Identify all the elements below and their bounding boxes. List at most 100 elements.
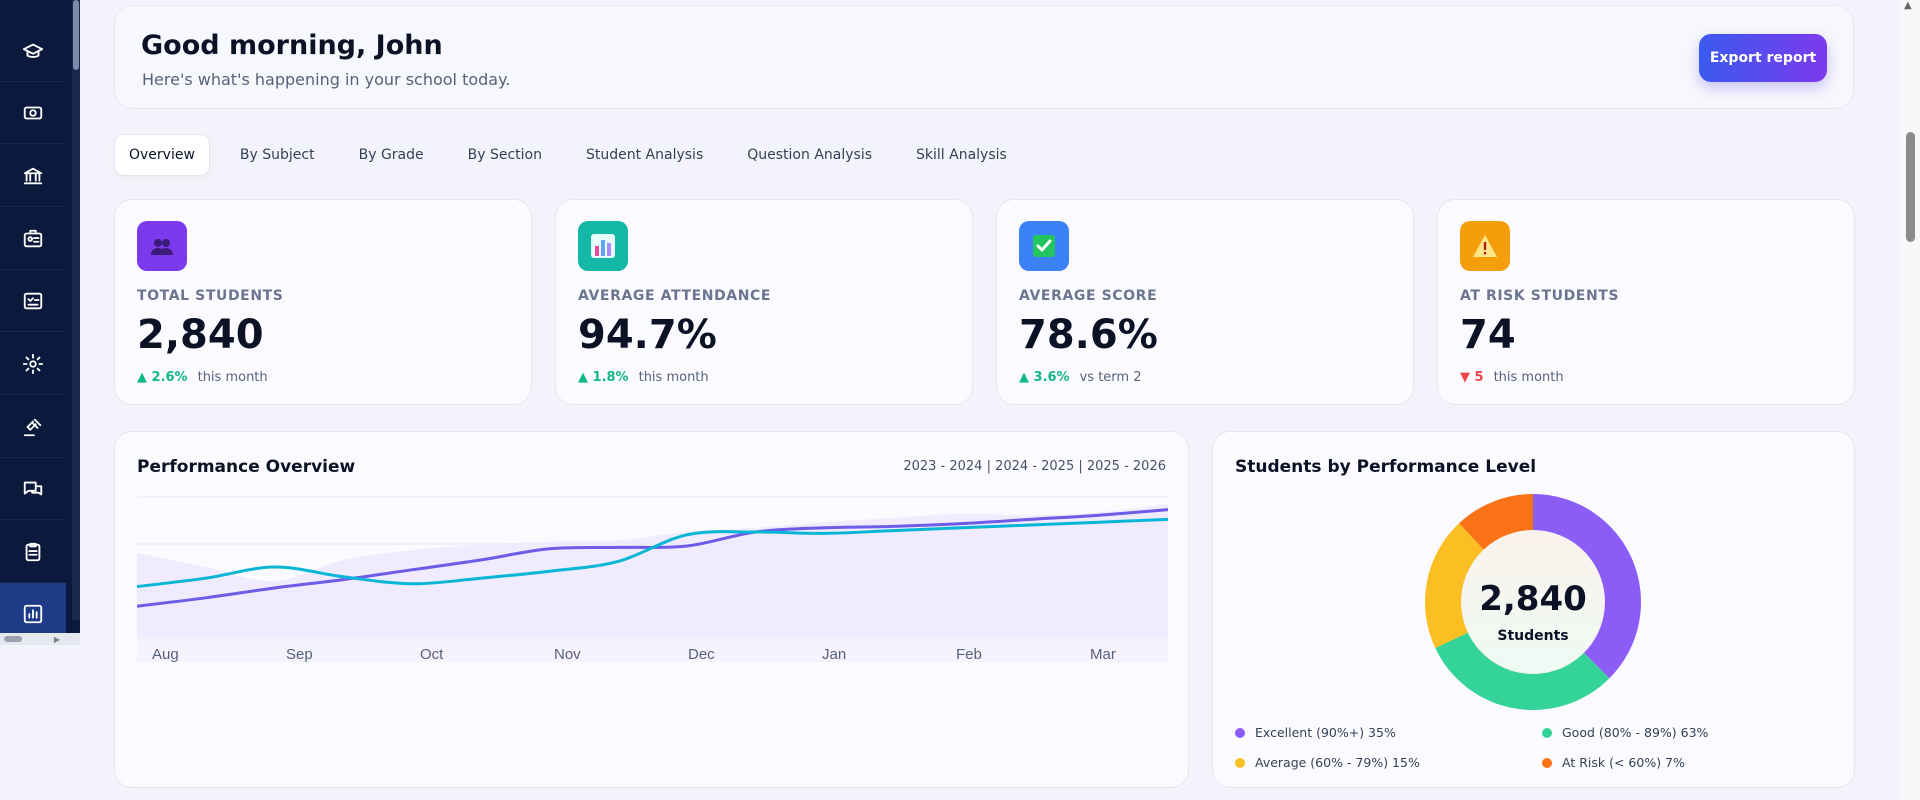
tab-student-analysis[interactable]: Student Analysis — [586, 147, 704, 163]
sidebar-item-settings[interactable] — [0, 333, 66, 395]
academic-year-selector[interactable]: 2023 - 2024 | 2024 - 2025 | 2025 - 2026 — [903, 459, 1166, 474]
kpi-value: 78.6% — [1019, 312, 1158, 358]
kpi-label: AT RISK STUDENTS — [1460, 288, 1620, 304]
x-axis-band — [137, 637, 1168, 662]
donut-center-fill — [1462, 531, 1604, 673]
x-tick-label: Oct — [420, 646, 444, 663]
export-report-button[interactable]: Export report — [1699, 34, 1827, 82]
trend-down-icon: ▼ — [1460, 370, 1475, 385]
tab-by-subject[interactable]: By Subject — [239, 147, 315, 163]
performance-overview-card: Performance Overview 2023 - 2024 | 2024 … — [114, 431, 1189, 788]
kpi-trend: ▼ 5 this month — [1460, 370, 1564, 385]
graduation-cap-icon — [22, 43, 44, 58]
kpi-at-risk-students: AT RISK STUDENTS 74 ▼ 5 this month — [1437, 199, 1855, 405]
card-title: Students by Performance Level — [1235, 457, 1537, 477]
line-series — [137, 517, 1168, 589]
trend-caption: this month — [197, 370, 268, 385]
sidebar-item-academics[interactable] — [0, 20, 66, 82]
x-tick-label: Feb — [956, 646, 982, 663]
performance-donut-chart: 2,840 Students — [1425, 494, 1641, 710]
legend-item: Excellent (90%+) 35% — [1235, 725, 1396, 740]
trend-down-indicator: ▼ 5 — [1460, 370, 1484, 385]
sidebar-item-staff[interactable] — [0, 208, 66, 270]
users-icon — [137, 221, 187, 271]
sidebar-item-institution[interactable] — [0, 145, 66, 207]
x-tick-label: Dec — [688, 646, 715, 663]
donut-slice — [1459, 494, 1533, 550]
donut-slice — [1435, 632, 1610, 710]
chat-icon — [23, 481, 43, 495]
gavel-icon — [23, 418, 42, 436]
donut-center-value: 2,840 — [1479, 579, 1587, 619]
tab-skill-analysis[interactable]: Skill Analysis — [916, 147, 1007, 163]
x-tick-label: Aug — [152, 646, 179, 663]
checkbox-icon — [1019, 221, 1069, 271]
greeting-title: Good morning, John — [141, 30, 443, 61]
sidebar-horizontal-scrollbar[interactable]: ▶ — [0, 633, 80, 645]
clipboard-icon — [25, 542, 41, 561]
kpi-average-attendance: AVERAGE ATTENDANCE 94.7% ▲ 1.8% this mon… — [555, 199, 973, 405]
card-title: Performance Overview — [137, 457, 356, 477]
page-scrollbar[interactable]: ▲ — [1900, 0, 1920, 800]
sidebar: ▶ — [0, 0, 80, 645]
analysis-tabs: Overview By Subject By Grade By Section … — [114, 134, 1037, 176]
trend-up-icon: ▲ — [578, 370, 593, 385]
bar-chart-icon — [23, 604, 43, 623]
x-tick-label: Sep — [286, 646, 313, 663]
trend-up-indicator: ▲ 2.6% — [137, 370, 188, 385]
gear-icon — [22, 353, 44, 374]
legend-dot — [1235, 757, 1245, 768]
kpi-value: 74 — [1460, 312, 1516, 358]
tab-by-grade[interactable]: By Grade — [358, 147, 424, 163]
x-tick-label: Nov — [554, 646, 581, 663]
welcome-card: Good morning, John Here's what's happeni… — [114, 5, 1854, 109]
sidebar-item-reports[interactable] — [0, 521, 66, 583]
bank-icon — [23, 167, 43, 184]
kpi-average-score: AVERAGE SCORE 78.6% ▲ 3.6% vs term 2 — [996, 199, 1414, 405]
sidebar-item-finance[interactable] — [0, 82, 66, 144]
sidebar-scrollbar[interactable] — [72, 0, 80, 620]
sidebar-item-tasks[interactable] — [0, 270, 66, 332]
kpi-trend: ▲ 3.6% vs term 2 — [1019, 370, 1141, 385]
kpi-label: AVERAGE SCORE — [1019, 288, 1158, 304]
scroll-up-icon[interactable]: ▲ — [1904, 0, 1912, 11]
warning-icon — [1460, 221, 1510, 271]
trend-caption: this month — [638, 370, 709, 385]
sidebar-item-messages[interactable] — [0, 458, 66, 520]
performance-level-card: Students by Performance Level 2,840 Stude… — [1212, 431, 1855, 788]
checklist-icon — [23, 292, 43, 309]
bar-chart-icon — [578, 221, 628, 271]
area-series — [137, 504, 1168, 637]
donut-slice — [1425, 523, 1484, 648]
donut-center-label: Students — [1497, 628, 1568, 644]
legend-item: At Risk (< 60%) 7% — [1542, 755, 1685, 770]
x-tick-label: Mar — [1090, 646, 1116, 663]
kpi-label: AVERAGE ATTENDANCE — [578, 288, 772, 304]
kpi-total-students: TOTAL STUDENTS 2,840 ▲ 2.6% this month — [114, 199, 532, 405]
legend-dot — [1235, 727, 1245, 738]
id-card-icon — [23, 229, 43, 247]
trend-up-icon: ▲ — [137, 370, 152, 385]
tab-question-analysis[interactable]: Question Analysis — [747, 147, 872, 163]
money-icon — [23, 106, 43, 119]
sidebar-item-discipline[interactable] — [0, 396, 66, 458]
kpi-trend: ▲ 1.8% this month — [578, 370, 709, 385]
performance-line-chart: Aug Sep Oct Nov Dec Jan Feb Mar — [137, 496, 1168, 663]
donut-slice — [1533, 494, 1641, 679]
legend-dot — [1542, 727, 1552, 738]
tab-by-section[interactable]: By Section — [467, 147, 542, 163]
trend-caption: this month — [1493, 370, 1564, 385]
greeting-subtitle: Here's what's happening in your school t… — [142, 70, 511, 89]
kpi-value: 94.7% — [578, 312, 717, 358]
trend-caption: vs term 2 — [1079, 370, 1142, 385]
tab-overview[interactable]: Overview — [114, 134, 210, 176]
legend-item: Average (60% - 79%) 15% — [1235, 755, 1420, 770]
trend-up-indicator: ▲ 3.6% — [1019, 370, 1070, 385]
legend-item: Good (80% - 89%) 63% — [1542, 725, 1708, 740]
kpi-value: 2,840 — [137, 312, 264, 358]
scroll-right-icon[interactable]: ▶ — [53, 635, 60, 644]
x-tick-label: Jan — [822, 646, 846, 663]
kpi-trend: ▲ 2.6% this month — [137, 370, 268, 385]
trend-up-indicator: ▲ 1.8% — [578, 370, 629, 385]
kpi-label: TOTAL STUDENTS — [137, 288, 284, 304]
